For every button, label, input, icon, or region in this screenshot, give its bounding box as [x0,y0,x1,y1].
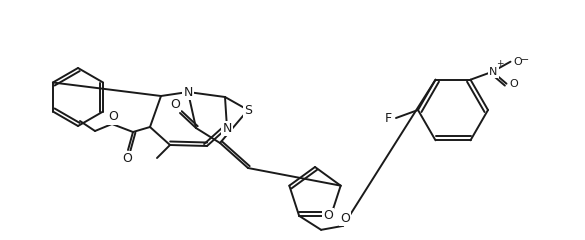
Text: N: N [222,121,232,134]
Text: O: O [340,212,350,225]
Text: O: O [323,209,333,222]
Text: +: + [495,59,503,68]
Text: N: N [183,85,192,98]
Text: N: N [489,67,498,77]
Text: O: O [170,97,180,110]
Text: −: − [521,55,529,65]
Text: O: O [513,57,522,67]
Text: F: F [384,112,391,125]
Text: O: O [108,110,118,124]
Text: O: O [509,79,518,89]
Text: S: S [244,103,252,116]
Text: O: O [122,151,132,164]
